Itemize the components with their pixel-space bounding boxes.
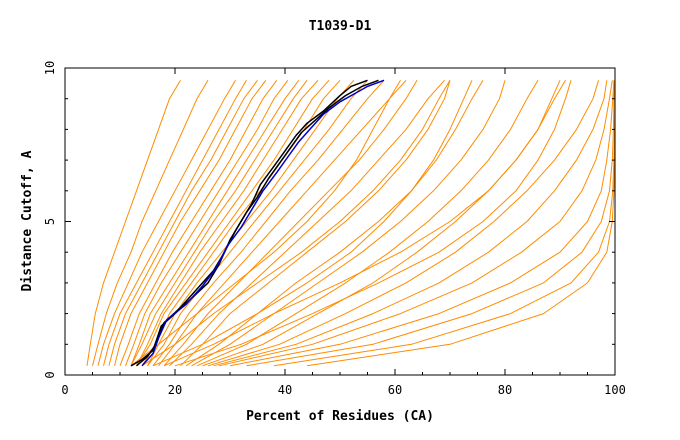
model-series-line-21: [185, 80, 484, 367]
y-tick-label: 0: [43, 371, 57, 378]
model-series-line-35: [174, 80, 572, 367]
model-series-line-33: [141, 80, 451, 367]
model-series-line-36: [163, 80, 561, 367]
highlight-layer: [130, 79, 385, 367]
model-series-line-31: [306, 80, 616, 367]
x-tick-label: 20: [168, 383, 182, 397]
highlight-series-line-2: [136, 79, 379, 367]
model-series-line-26: [213, 80, 608, 367]
model-series-line-32: [152, 80, 473, 367]
x-axis-label: Percent of Residues (CA): [246, 409, 434, 424]
model-series-line-6: [114, 80, 267, 366]
chart-title: T1039-D1: [309, 19, 372, 34]
ticks-layer: 0 20 40 60 80 100 0 5 10: [43, 61, 626, 397]
y-tick-label: 10: [43, 61, 57, 75]
model-series-line-17: [158, 79, 407, 367]
highlight-series-line-1: [130, 79, 368, 367]
x-tick-label: 80: [498, 383, 512, 397]
model-series-line-29: [246, 80, 615, 367]
series-layer: [86, 79, 616, 367]
model-series-line-22: [191, 80, 506, 367]
model-series-line-27: [218, 80, 613, 367]
x-tick-label: 0: [61, 383, 68, 397]
model-series-line-12: [136, 79, 330, 367]
model-series-line-3: [97, 80, 236, 366]
model-series-line-5: [108, 80, 258, 366]
model-series-line-1: [86, 80, 181, 366]
model-series-line-24: [202, 80, 566, 367]
x-tick-label: 40: [278, 383, 292, 397]
y-tick-label: 5: [43, 218, 57, 225]
y-axis-label: Distance Cutoff, A: [20, 150, 35, 291]
model-series-line-25: [207, 80, 599, 367]
model-series-line-10: [130, 80, 308, 367]
x-tick-label: 100: [604, 383, 626, 397]
model-series-line-18: [163, 80, 418, 367]
model-series-line-14: [147, 79, 355, 367]
model-series-line-9: [130, 80, 300, 366]
model-series-line-4: [103, 80, 247, 366]
model-series-line-23: [196, 80, 539, 367]
model-series-line-8: [125, 80, 289, 366]
model-series-line-2: [92, 80, 209, 366]
model-series-line-7: [119, 80, 278, 366]
model-series-line-11: [136, 79, 319, 367]
model-series-line-28: [229, 80, 615, 367]
model-series-line-16: [152, 79, 385, 367]
model-series-line-19: [169, 79, 445, 367]
model-series-line-20: [180, 80, 451, 367]
model-series-line-15: [147, 79, 368, 367]
model-series-line-34: [130, 80, 401, 367]
highlight-series-line-3: [141, 79, 385, 367]
x-tick-label: 60: [388, 383, 402, 397]
